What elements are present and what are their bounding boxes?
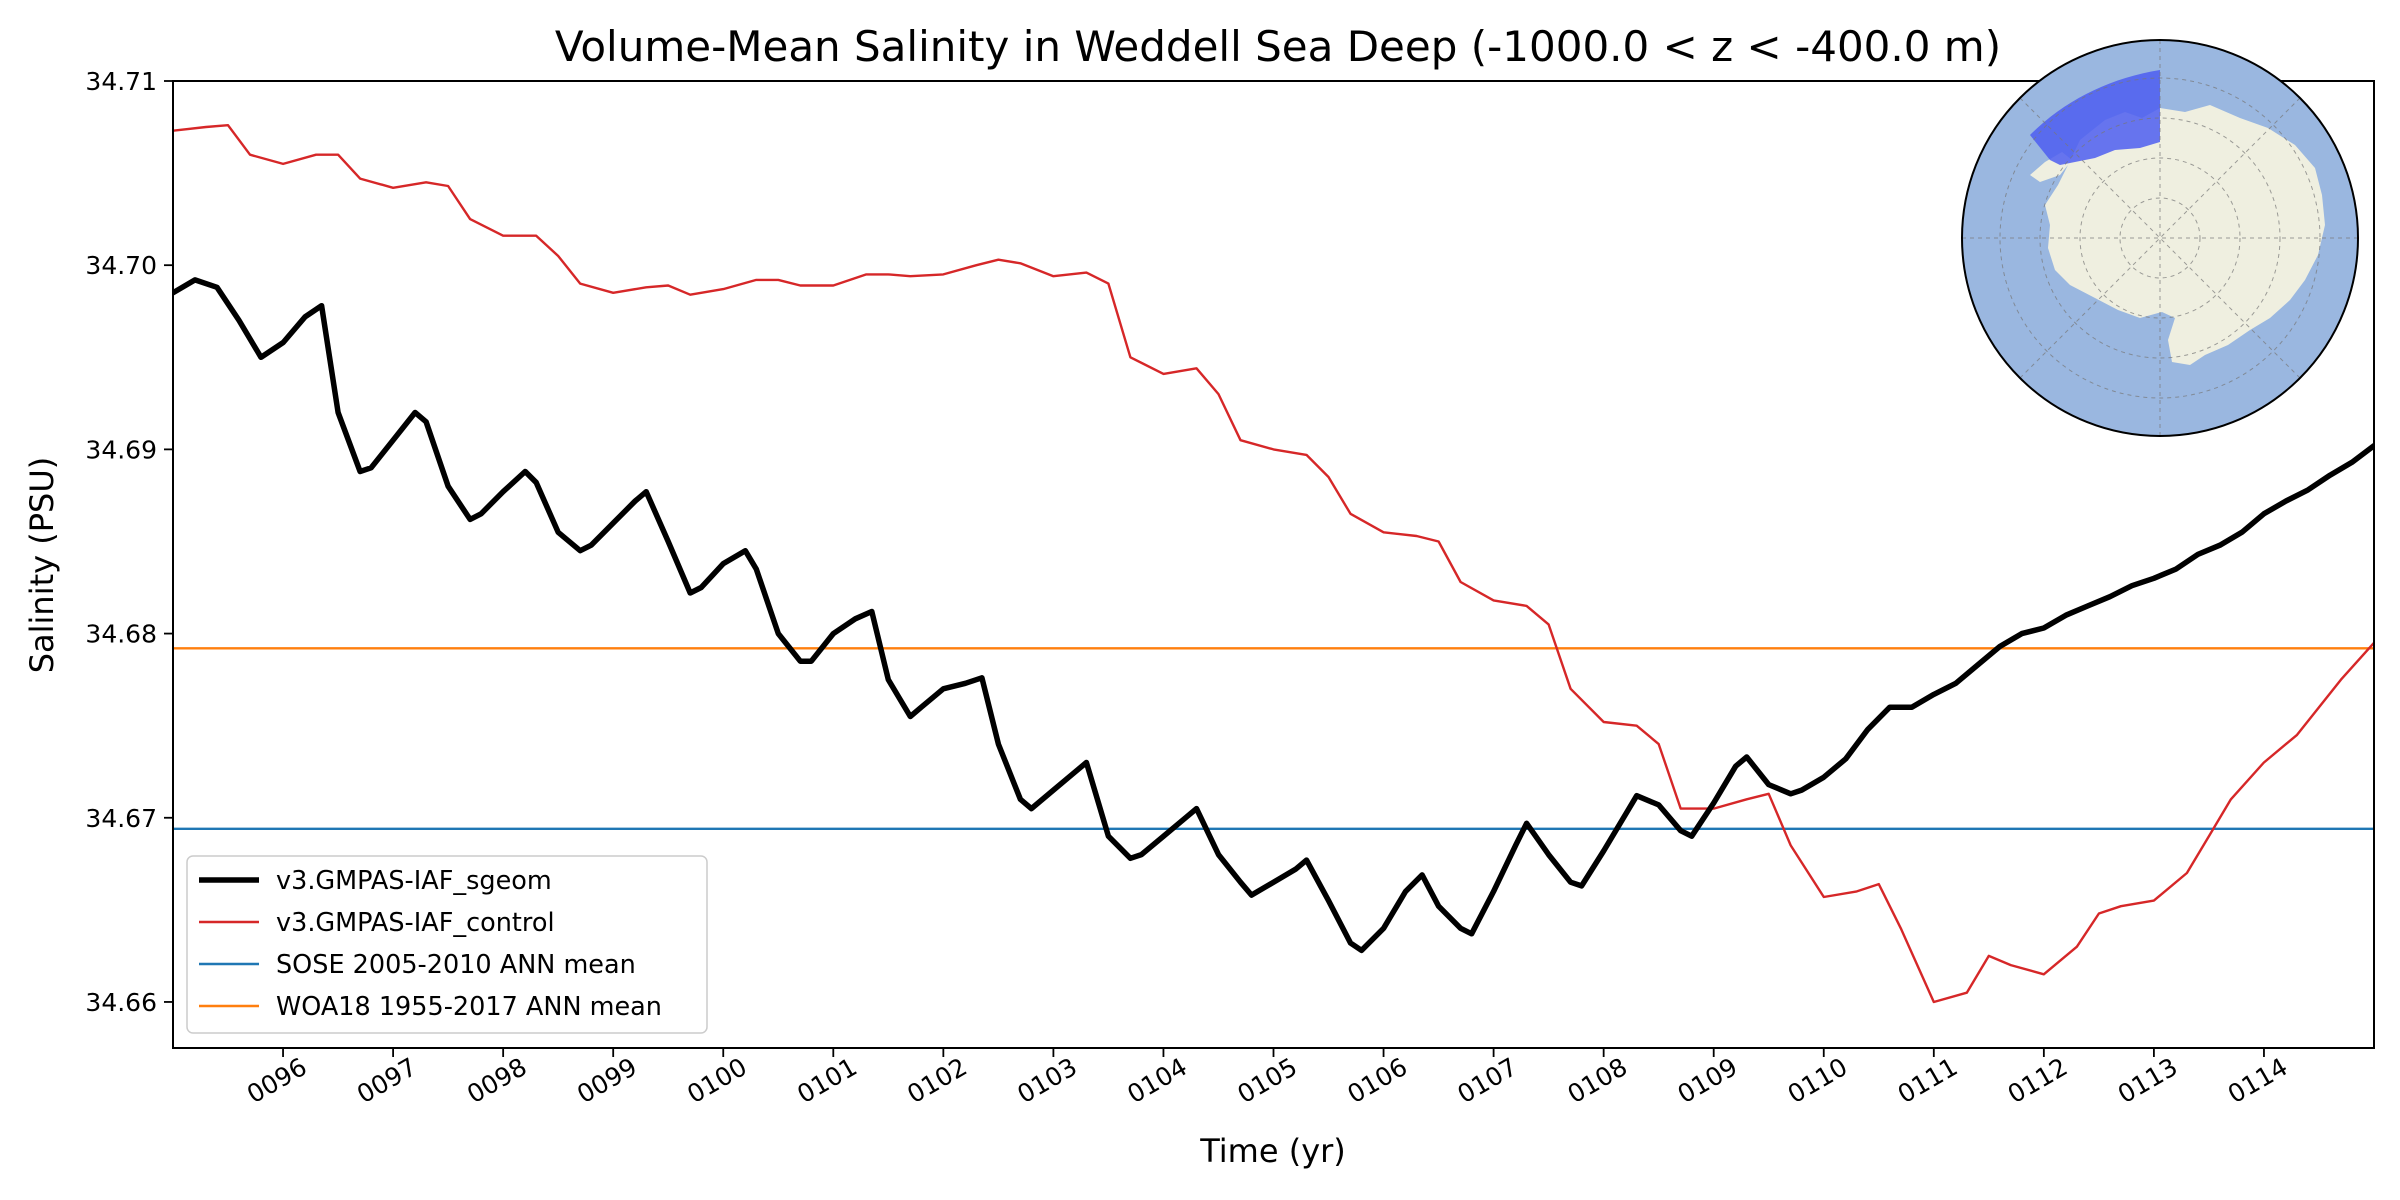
map-gridlines [1962,40,2358,436]
legend-label-sgeom: v3.GMPAS-IAF_sgeom [276,866,552,896]
map-border [1961,39,2359,437]
y-tick-label: 34.66 [85,988,157,1017]
chart-title: Volume-Mean Salinity in Weddell Sea Deep… [555,22,2001,71]
legend-label-control: v3.GMPAS-IAF_control [276,908,555,938]
series-layer [173,123,2374,1004]
y-tick-label: 34.69 [85,435,157,464]
y-tick-label: 34.68 [85,620,157,649]
antarctica-landmass [2030,105,2325,365]
antarctic-inset-map [1961,39,2359,437]
weddell-sea-region [2030,70,2160,165]
legend-box [186,855,708,1034]
y-tick-label: 34.67 [85,804,157,833]
y-tick-label: 34.71 [85,67,157,96]
series-line-1 [173,123,2374,1004]
y-axis: 34.66 34.67 34.68 34.69 34.70 34.71 [85,67,173,1017]
legend-label-sose: SOSE 2005-2010 ANN mean [276,950,636,980]
x-axis-label: Time (yr) [1199,1132,1346,1170]
y-axis-label: Salinity (PSU) [23,457,61,674]
y-tick-label: 34.70 [85,251,157,280]
legend: v3.GMPAS-IAF_sgeom v3.GMPAS-IAF_control … [186,855,708,1034]
legend-label-woa18: WOA18 1955-2017 ANN mean [276,992,662,1022]
series-line-0 [173,277,2374,954]
